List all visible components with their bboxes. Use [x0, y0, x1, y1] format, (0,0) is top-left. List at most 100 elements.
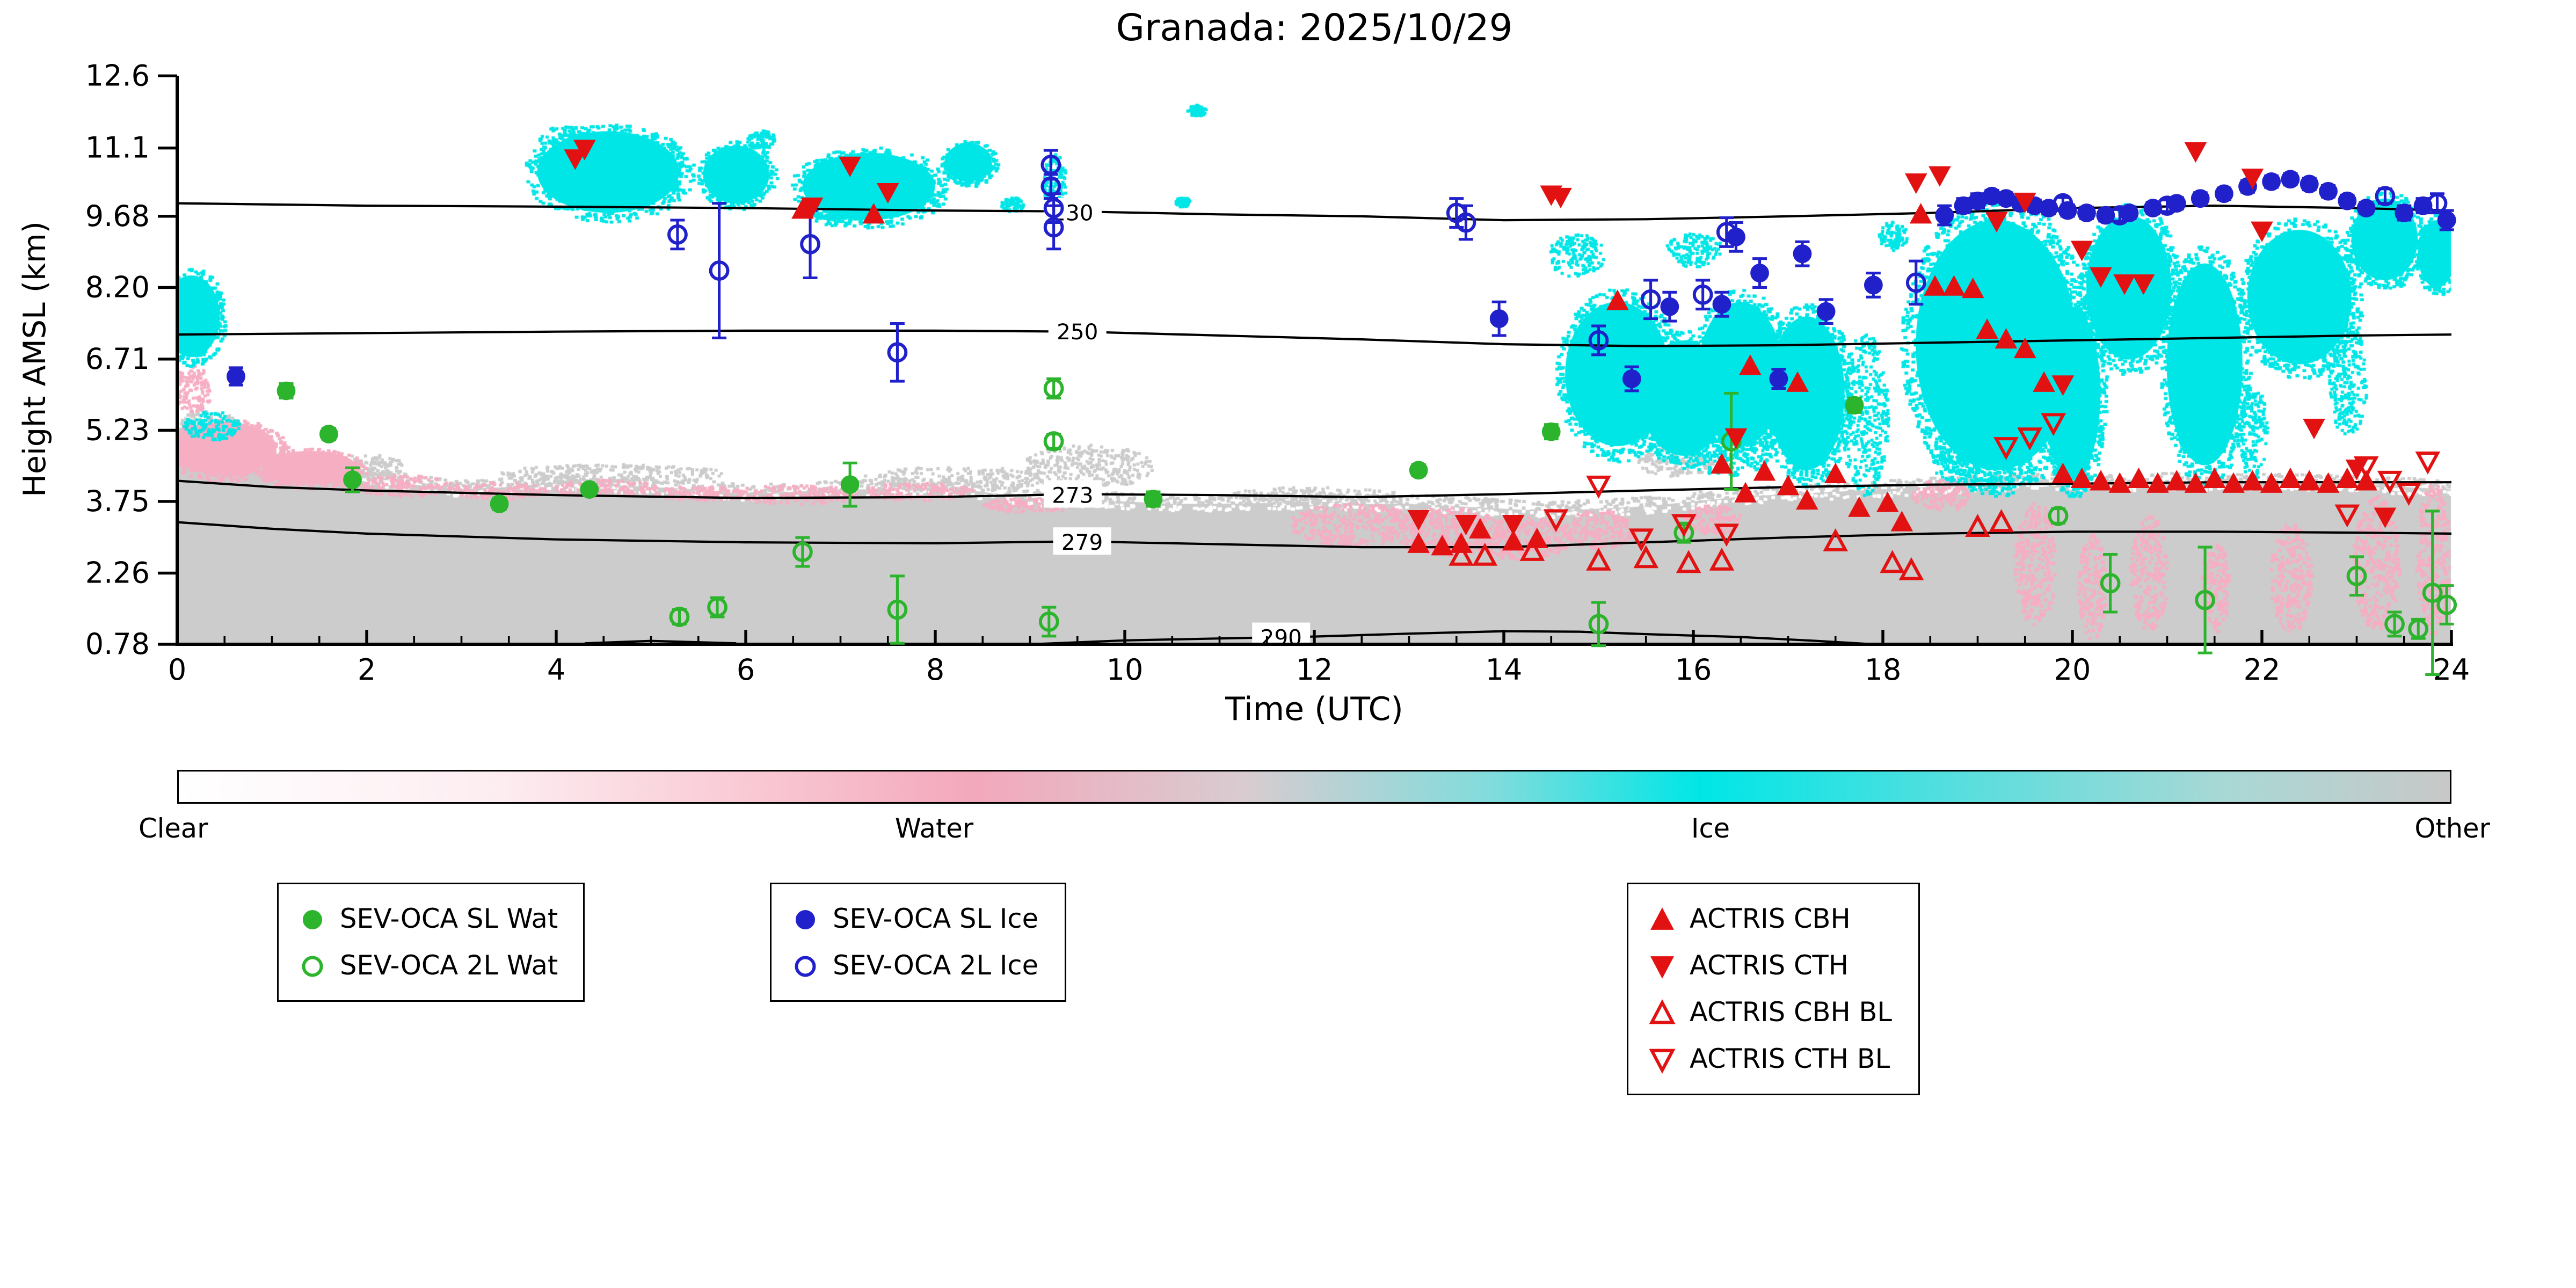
data-marker-icon: [792, 542, 813, 562]
data-marker-icon: [1816, 302, 1836, 321]
data-marker-icon: [1456, 212, 1476, 233]
data-marker-icon: [707, 597, 727, 617]
data-marker-icon: [2408, 618, 2429, 639]
data-marker-icon: [2184, 142, 2207, 163]
contour-label: 250: [1057, 319, 1098, 345]
x-tick-label: 16: [1675, 653, 1712, 687]
circle-open-icon: [302, 955, 323, 976]
colorbar-label-water: Water: [894, 813, 974, 844]
data-marker-icon: [1864, 275, 1883, 295]
legend-item: SEV-OCA SL Wat: [298, 897, 558, 941]
data-marker-icon: [2048, 505, 2069, 526]
data-marker-icon: [1043, 378, 1064, 399]
circle-filled-icon: [303, 909, 322, 929]
data-marker-icon: [2319, 181, 2338, 201]
data-marker-icon: [2241, 169, 2264, 190]
colorbar-label-clear: Clear: [139, 813, 208, 844]
contour-label: 279: [1061, 529, 1103, 555]
data-marker-icon: [2013, 337, 2036, 359]
data-marker-icon: [2338, 191, 2357, 210]
x-tick-label: 0: [168, 653, 186, 687]
series-sev-oca-2l-wat: [669, 377, 2457, 676]
data-marker-icon: [1880, 550, 1905, 573]
data-marker-icon: [1769, 369, 1788, 388]
data-marker-icon: [2077, 203, 2096, 222]
circle-filled-icon: [796, 909, 815, 929]
data-marker-icon: [2113, 274, 2136, 295]
data-marker-icon: [1905, 272, 1926, 293]
x-tick-label: 6: [737, 653, 755, 687]
x-tick-label: 18: [1865, 653, 1902, 687]
data-marker-icon: [1692, 284, 1713, 305]
x-axis-label: Time (UTC): [1225, 689, 1403, 728]
data-marker-icon: [2132, 274, 2155, 295]
data-marker-icon: [1709, 547, 1735, 571]
data-marker-icon: [1431, 535, 1454, 556]
y-tick-label: 8.20: [85, 270, 150, 304]
data-marker-icon: [2346, 565, 2367, 586]
data-marker-icon: [2090, 470, 2112, 491]
data-marker-icon: [2070, 467, 2093, 488]
data-marker-icon: [2260, 472, 2283, 493]
data-marker-icon: [2336, 467, 2359, 488]
data-marker-icon: [2300, 174, 2319, 194]
series-sev-oca-2l-ice: [667, 149, 2448, 383]
data-marker-icon: [669, 607, 690, 627]
data-marker-icon: [1942, 275, 1966, 296]
data-marker-icon: [1502, 530, 1525, 551]
x-tick-label: 20: [2054, 653, 2091, 687]
x-tick-label: 10: [1107, 653, 1144, 687]
y-tick-label: 12.6: [85, 59, 150, 92]
data-marker-icon: [840, 475, 860, 494]
legend-item-label: SEV-OCA SL Ice: [833, 904, 1039, 934]
data-marker-icon: [1712, 295, 1731, 314]
legend-item-label: SEV-OCA SL Wat: [340, 904, 558, 934]
isotherm-contour: [177, 202, 2452, 222]
data-marker-icon: [1549, 187, 1572, 209]
data-marker-icon: [1795, 489, 1818, 510]
data-marker-icon: [2033, 371, 2055, 392]
data-marker-icon: [1823, 528, 1849, 551]
data-marker-icon: [2298, 470, 2321, 491]
legend-actris: ACTRIS CBH ACTRIS CTH ACTRIS CBH BL ACTRIS …: [1627, 883, 1919, 1095]
data-marker-icon: [1739, 354, 1762, 375]
isotherm-contour: [177, 521, 2452, 549]
circle-open-icon: [795, 955, 816, 976]
legend-item: ACTRIS CTH BL: [1648, 1037, 1892, 1081]
data-marker-icon: [2415, 452, 2441, 475]
data-marker-icon: [2090, 267, 2112, 288]
data-marker-icon: [2108, 472, 2131, 493]
data-marker-icon: [490, 494, 509, 513]
data-marker-icon: [1606, 289, 1629, 310]
series-sev-oca-sl-ice: [227, 170, 2456, 392]
legend-sevoca-ice: SEV-OCA SL Ice SEV-OCA 2L Ice: [770, 883, 1066, 1002]
data-marker-icon: [1714, 523, 1740, 547]
data-marker-icon: [1673, 522, 1694, 543]
data-marker-icon: [1786, 371, 1809, 392]
data-marker-icon: [1519, 537, 1545, 561]
data-marker-icon: [2017, 427, 2042, 451]
data-marker-icon: [2356, 199, 2376, 218]
data-marker-icon: [1750, 264, 1769, 282]
data-marker-icon: [2051, 462, 2075, 484]
data-marker-icon: [1711, 453, 1733, 474]
data-marker-icon: [709, 260, 730, 281]
data-marker-icon: [2427, 193, 2448, 214]
contour-label-bg: [1048, 316, 1107, 344]
data-marker-icon: [2222, 472, 2245, 493]
x-tick-label: 24: [2433, 653, 2470, 687]
series-actris-cth-bl: [1543, 413, 2441, 552]
data-marker-icon: [1043, 217, 1064, 238]
data-marker-icon: [2422, 583, 2443, 603]
data-marker-icon: [1622, 369, 1641, 388]
data-marker-icon: [1671, 514, 1697, 537]
data-marker-icon: [2157, 195, 2178, 216]
data-marker-icon: [580, 480, 599, 499]
data-marker-icon: [1904, 173, 1927, 194]
y-tick-label: 5.23: [85, 413, 150, 447]
y-tick-label: 2.26: [85, 556, 150, 590]
legend-item: ACTRIS CTH: [1648, 944, 1892, 987]
data-marker-icon: [2146, 472, 2169, 493]
data-marker-icon: [1848, 496, 1871, 517]
